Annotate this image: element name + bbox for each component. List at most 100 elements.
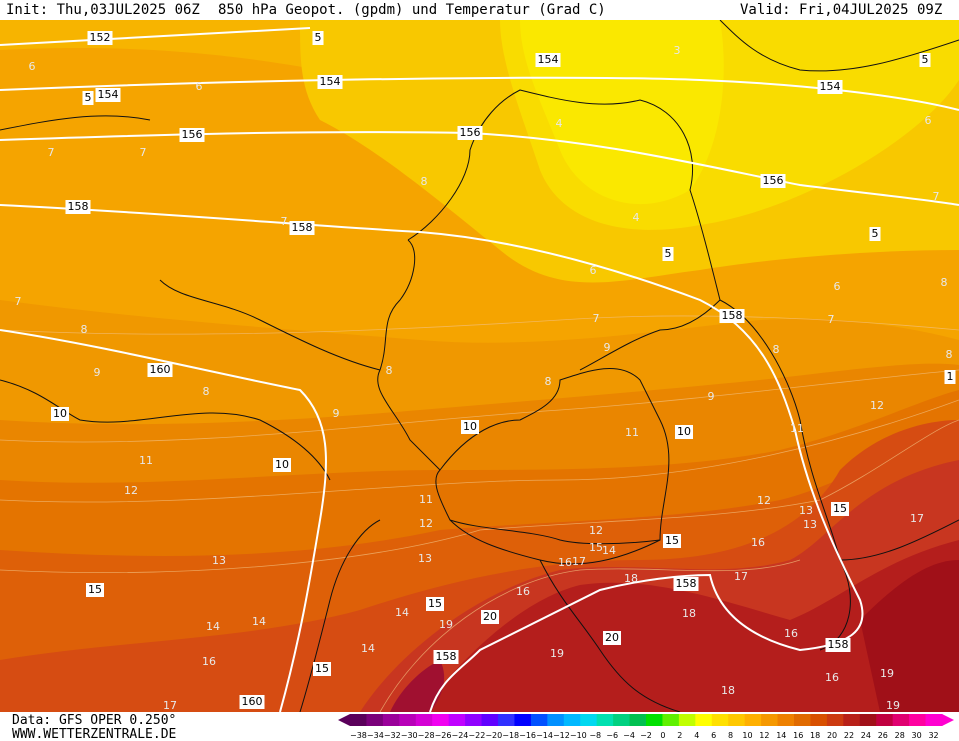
- colorbar-label: 0: [660, 731, 665, 740]
- temperature-label: 19: [439, 618, 453, 631]
- temperature-label: 8: [941, 276, 948, 289]
- temperature-label: 18: [624, 572, 638, 585]
- colorbar-swatch: [876, 714, 894, 726]
- label-box: [313, 662, 331, 676]
- temperature-label: 7: [140, 146, 147, 159]
- temperature-label: 4: [633, 211, 640, 224]
- colorbar-swatch: [547, 714, 565, 726]
- colorbar-label: −30: [401, 731, 418, 740]
- geopotential-label: 10: [463, 420, 477, 433]
- label-box: [147, 363, 173, 377]
- temperature-label: 6: [29, 60, 36, 73]
- colorbar-swatch: [761, 714, 779, 726]
- label-box: [675, 425, 693, 439]
- map-title: 850 hPa Geopot. (gpdm) und Temperatur (G…: [218, 2, 606, 18]
- label-box: [662, 247, 674, 261]
- colorbar-swatch: [892, 714, 910, 726]
- geopotential-label: 10: [677, 425, 691, 438]
- colorbar-arrow-right: [942, 714, 954, 726]
- geopotential-label: 158: [676, 577, 697, 590]
- geopotential-label: 5: [85, 91, 92, 104]
- colorbar-swatch: [350, 714, 367, 726]
- colorbar-label: 20: [827, 731, 837, 740]
- label-box: [426, 597, 444, 611]
- temperature-label: 11: [139, 454, 153, 467]
- label-box: [317, 75, 343, 89]
- temperature-label: 14: [395, 606, 409, 619]
- geopotential-label: 154: [538, 53, 559, 66]
- temperature-label: 7: [15, 295, 22, 308]
- temperature-label: 14: [252, 615, 266, 628]
- website: WWW.WETTERZENTRALE.DE: [12, 727, 176, 741]
- colorbar-label: 22: [844, 731, 854, 740]
- temperature-label: 17: [910, 512, 924, 525]
- colorbar-arrow-left: [338, 714, 350, 726]
- geopotential-label: 15: [315, 662, 329, 675]
- temperature-label: 13: [212, 554, 226, 567]
- temperature-label: 13: [803, 518, 817, 531]
- label-box: [719, 309, 745, 323]
- temperature-label: 19: [880, 667, 894, 680]
- temperature-label: 9: [333, 407, 340, 420]
- temperature-label: 4: [556, 117, 563, 130]
- geopotential-label: 158: [68, 200, 89, 213]
- temperature-label: 14: [602, 544, 616, 557]
- temperature-label: 8: [81, 323, 88, 336]
- temperature-label: 17: [734, 570, 748, 583]
- temperature-label: 14: [206, 620, 220, 633]
- label-box: [817, 80, 843, 94]
- colorbar-swatch: [563, 714, 581, 726]
- temperature-label: 13: [799, 504, 813, 517]
- temperature-label: 8: [773, 343, 780, 356]
- colorbar-swatch: [613, 714, 631, 726]
- label-box: [87, 31, 113, 45]
- geopotential-label: 158: [292, 221, 313, 234]
- temperature-label: 16: [751, 536, 765, 549]
- label-box: [603, 631, 621, 645]
- colorbar-swatch: [596, 714, 614, 726]
- temperature-label: 6: [834, 280, 841, 293]
- colorbar-swatch: [744, 714, 762, 726]
- label-box: [944, 370, 956, 384]
- label-box: [312, 31, 324, 45]
- geopotential-label: 10: [53, 407, 67, 420]
- temperature-label: 11: [419, 493, 433, 506]
- label-box: [461, 420, 479, 434]
- geopotential-label: 10: [275, 458, 289, 471]
- colorbar-swatch: [925, 714, 943, 726]
- colorbar-label: 18: [810, 731, 820, 740]
- temperature-label: 7: [828, 313, 835, 326]
- colorbar-label: −32: [384, 731, 401, 740]
- temperature-label: 8: [545, 375, 552, 388]
- colorbar-label: 24: [861, 731, 871, 740]
- label-box: [273, 458, 291, 472]
- temperature-label: 6: [196, 80, 203, 93]
- label-box: [535, 53, 561, 67]
- colorbar-swatch: [580, 714, 598, 726]
- label-box: [95, 88, 121, 102]
- temperature-label: 12: [870, 399, 884, 412]
- label-box: [86, 583, 104, 597]
- colorbar-swatch: [448, 714, 466, 726]
- colorbar-label: −28: [418, 731, 435, 740]
- colorbar-label: −22: [468, 731, 485, 740]
- temperature-label: 11: [790, 422, 804, 435]
- geopotential-label: 156: [763, 174, 784, 187]
- temperature-label: 12: [124, 484, 138, 497]
- temperature-label: 16: [516, 585, 530, 598]
- temperature-label: 7: [48, 146, 55, 159]
- colorbar-label: −14: [536, 731, 553, 740]
- colorbar-label: 4: [694, 731, 699, 740]
- label-box: [825, 638, 851, 652]
- label-box: [433, 650, 459, 664]
- temperature-field: [0, 20, 959, 712]
- temperature-label: 7: [933, 190, 940, 203]
- geopotential-label: 15: [665, 534, 679, 547]
- temperature-label: 16: [784, 627, 798, 640]
- geopotential-label: 5: [665, 247, 672, 260]
- label-box: [673, 577, 699, 591]
- temperature-label: 17: [572, 555, 586, 568]
- temperature-label: 11: [625, 426, 639, 439]
- geopotential-label: 1: [947, 370, 954, 383]
